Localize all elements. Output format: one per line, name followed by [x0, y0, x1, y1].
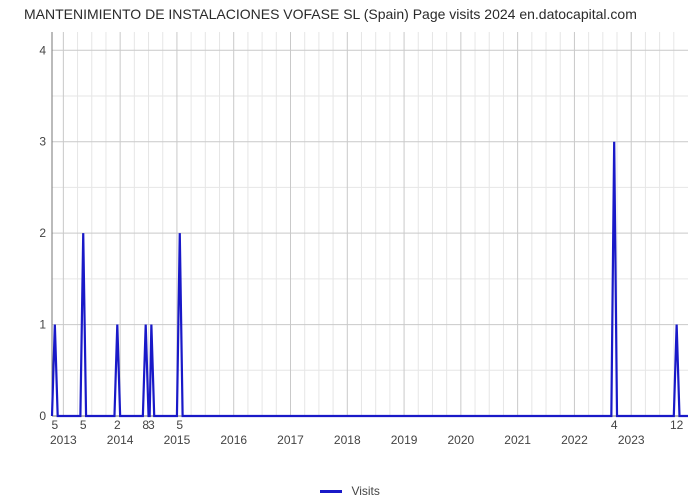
svg-text:5: 5: [176, 418, 183, 432]
chart-container: MANTENIMIENTO DE INSTALACIONES VOFASE SL…: [0, 0, 700, 500]
svg-text:2: 2: [114, 418, 121, 432]
svg-text:4: 4: [39, 43, 46, 57]
plot-area: 0123420132014201520162017201820192020202…: [30, 30, 690, 450]
svg-text:2018: 2018: [334, 433, 361, 447]
svg-text:5: 5: [80, 418, 87, 432]
legend: Visits: [0, 484, 700, 498]
svg-text:2020: 2020: [448, 433, 475, 447]
svg-text:3: 3: [148, 418, 155, 432]
svg-text:4: 4: [611, 418, 618, 432]
svg-text:2014: 2014: [107, 433, 134, 447]
legend-label: Visits: [351, 484, 379, 498]
svg-text:3: 3: [39, 135, 46, 149]
svg-text:0: 0: [39, 409, 46, 423]
svg-text:2: 2: [39, 226, 46, 240]
svg-text:2023: 2023: [618, 433, 645, 447]
svg-text:2017: 2017: [277, 433, 304, 447]
svg-text:5: 5: [51, 418, 58, 432]
svg-text:2013: 2013: [50, 433, 77, 447]
svg-text:12: 12: [670, 418, 684, 432]
svg-text:2016: 2016: [220, 433, 247, 447]
chart-svg: 0123420132014201520162017201820192020202…: [30, 30, 690, 450]
legend-swatch: [320, 490, 342, 493]
svg-text:1: 1: [39, 318, 46, 332]
svg-text:2015: 2015: [164, 433, 191, 447]
svg-text:2019: 2019: [391, 433, 418, 447]
svg-text:2021: 2021: [504, 433, 531, 447]
svg-text:2022: 2022: [561, 433, 588, 447]
chart-title: MANTENIMIENTO DE INSTALACIONES VOFASE SL…: [24, 6, 692, 22]
